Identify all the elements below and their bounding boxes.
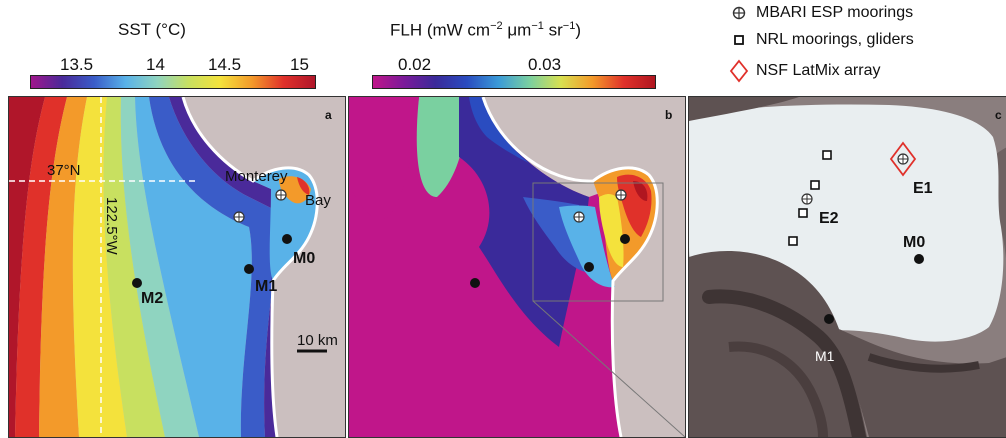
legend-label-nrl: NRL moorings, gliders — [756, 31, 914, 48]
flh-tick-0.02: 0.02 — [398, 55, 432, 74]
sst-tick-14: 14 — [146, 55, 165, 74]
sst-tick-13.5: 13.5 — [60, 55, 94, 74]
station-m0-marker — [282, 234, 292, 244]
panel-c-label: c — [995, 108, 1002, 122]
panel-b-flh-map: b — [348, 96, 686, 438]
nrl-mooring-icon — [788, 236, 798, 246]
legend-label-mbari: MBARI ESP moorings — [756, 4, 914, 21]
open-square-icon — [728, 34, 750, 46]
flh-colorbar — [372, 75, 656, 89]
place-label-bay: Bay — [305, 192, 331, 209]
panel-a-label: a — [325, 108, 332, 122]
legend-item-latmix: NSF LatMix array — [728, 59, 880, 83]
station-m1-marker — [824, 314, 834, 324]
esp-mooring-icon — [275, 189, 287, 201]
legend-item-nrl: NRL moorings, gliders — [728, 31, 914, 49]
latmix-array-icon — [889, 141, 917, 177]
station-e2-label: E2 — [819, 210, 839, 227]
latitude-label: 37°N — [47, 162, 81, 179]
station-e1-label: E1 — [913, 180, 933, 197]
nrl-mooring-icon — [798, 208, 808, 218]
red-diamond-icon — [728, 59, 750, 83]
station-m0-label: M0 — [293, 250, 315, 267]
station-m1-label: M1 — [815, 348, 835, 364]
station-m0-marker — [620, 234, 630, 244]
esp-mooring-icon — [233, 211, 245, 223]
panel-c-inset-map: c E1 E2 M0 M1 — [688, 96, 1006, 438]
flh-colorbar-title: FLH (mW cm−2 μm−1 sr−1) — [390, 20, 581, 40]
panel-a-sst-map: a 37°N 122.5°W Monterey Bay M0 M1 M2 10 … — [8, 96, 346, 438]
esp-mooring-icon — [573, 211, 585, 223]
scale-bar-label: 10 km — [297, 332, 338, 349]
station-m0-marker — [914, 254, 924, 264]
panel-b-label: b — [665, 108, 672, 122]
legend-item-mbari: MBARI ESP moorings — [728, 4, 913, 22]
flh-tick-0.03: 0.03 — [528, 55, 562, 74]
inset-box — [532, 182, 664, 302]
station-m1-marker — [244, 264, 254, 274]
station-m2-label: M2 — [141, 290, 163, 307]
place-label-monterey: Monterey — [225, 168, 288, 185]
station-m1-label: M1 — [255, 278, 277, 295]
nrl-mooring-icon — [822, 150, 832, 160]
station-m1-marker — [584, 262, 594, 272]
sst-colorbar-title: SST (°C) — [118, 20, 186, 39]
legend-label-latmix: NSF LatMix array — [756, 62, 881, 79]
longitude-label: 122.5°W — [103, 197, 120, 256]
station-m2-marker — [132, 278, 142, 288]
sst-tick-14.5: 14.5 — [208, 55, 242, 74]
station-m2-marker — [470, 278, 480, 288]
crosshair-circle-icon — [728, 6, 750, 20]
esp-mooring-icon — [801, 193, 813, 205]
sst-colorbar — [30, 75, 316, 89]
esp-mooring-icon — [615, 189, 627, 201]
station-m0-label: M0 — [903, 234, 925, 251]
sst-tick-15: 15 — [290, 55, 309, 74]
nrl-mooring-icon — [810, 180, 820, 190]
